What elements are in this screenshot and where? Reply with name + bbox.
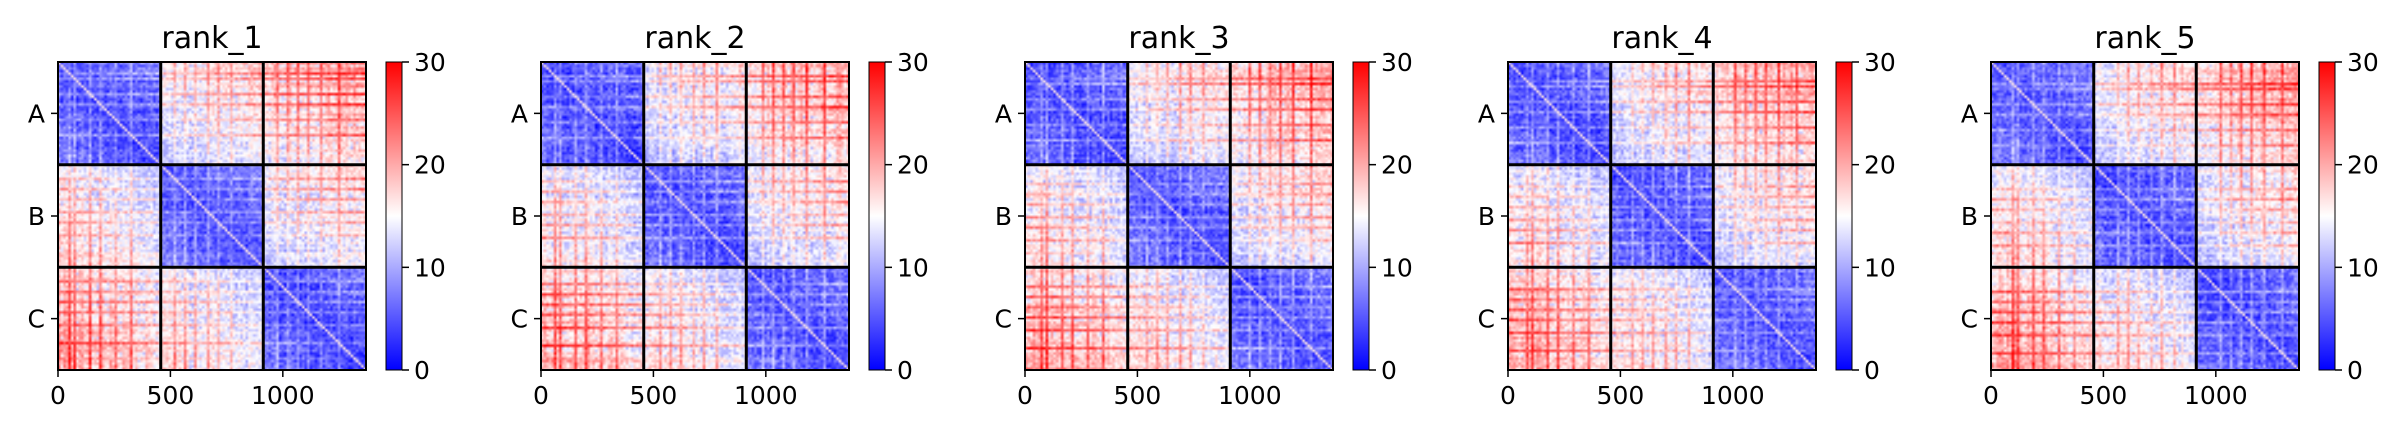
heatmap-image — [1025, 62, 1333, 370]
x-tick-label: 1000 — [1218, 381, 1282, 410]
x-tick-label: 500 — [1114, 381, 1162, 410]
y-tick-label: A — [511, 99, 528, 128]
heatmap-image — [1991, 62, 2299, 370]
colorbar-tick-label: 20 — [1381, 151, 1413, 180]
heatmap-panel-3: rank_3 0 500 1000 A B C 0 10 20 30 — [995, 21, 1413, 410]
y-tick-label: B — [28, 202, 45, 231]
x-tick-label: 0 — [1500, 381, 1516, 410]
y-tick-label: B — [511, 202, 528, 231]
panel-title: rank_5 — [2094, 21, 2195, 56]
heatmap-panel-4: rank_4 0 500 1000 A B C 0 10 20 30 — [1478, 21, 1896, 410]
x-tick-label: 0 — [1983, 381, 1999, 410]
x-tick-label: 1000 — [1701, 381, 1765, 410]
panel-title: rank_2 — [644, 21, 745, 56]
colorbar-tick-label: 30 — [1381, 48, 1413, 77]
heatmap-image — [58, 62, 366, 370]
colorbar-tick-label: 10 — [414, 253, 446, 282]
x-tick-label: 0 — [50, 381, 66, 410]
colorbar — [2318, 61, 2336, 371]
y-tick-label: C — [28, 305, 45, 334]
colorbar-tick-label: 10 — [1864, 253, 1896, 282]
colorbar — [1835, 61, 1853, 371]
y-tick-label: A — [1478, 99, 1495, 128]
colorbar-tick-label: 30 — [414, 48, 446, 77]
y-tick-label: C — [1961, 305, 1978, 334]
y-tick-label: A — [1961, 99, 1978, 128]
colorbar-tick-label: 20 — [1864, 151, 1896, 180]
colorbar-tick-label: 10 — [2347, 253, 2379, 282]
y-tick-label: B — [995, 202, 1012, 231]
x-tick-label: 0 — [1017, 381, 1033, 410]
heatmap-panel-2: rank_2 0 500 1000 A B C 0 10 20 30 — [511, 21, 929, 410]
colorbar-tick-label: 0 — [897, 356, 913, 385]
y-tick-label: B — [1961, 202, 1978, 231]
y-tick-label: C — [995, 305, 1012, 334]
x-tick-label: 1000 — [734, 381, 798, 410]
colorbar-tick-label: 30 — [2347, 48, 2379, 77]
colorbar-tick-label: 20 — [2347, 151, 2379, 180]
heatmap-image — [541, 62, 849, 370]
y-tick-label: C — [1478, 305, 1495, 334]
colorbar-tick-label: 0 — [414, 356, 430, 385]
x-tick-label: 1000 — [2184, 381, 2248, 410]
colorbar-tick-label: 0 — [1381, 356, 1397, 385]
colorbar-tick-label: 30 — [897, 48, 929, 77]
panel-title: rank_1 — [161, 21, 262, 56]
x-tick-label: 500 — [2080, 381, 2128, 410]
colorbar-tick-label: 0 — [1864, 356, 1880, 385]
heatmap-panel-1: rank_1 0 500 1000 A B C 0 10 20 30 — [28, 21, 446, 410]
heatmap-panel-5: rank_5 0 500 1000 A B C 0 10 20 30 — [1961, 21, 2379, 410]
y-tick-label: A — [28, 99, 45, 128]
colorbar-tick-label: 20 — [897, 151, 929, 180]
colorbar — [1352, 61, 1370, 371]
x-tick-label: 500 — [630, 381, 678, 410]
colorbar — [385, 61, 403, 371]
y-tick-label: B — [1478, 202, 1495, 231]
panel-title: rank_3 — [1128, 21, 1229, 56]
x-tick-label: 500 — [147, 381, 195, 410]
colorbar — [868, 61, 886, 371]
colorbar-tick-label: 20 — [414, 151, 446, 180]
panel-title: rank_4 — [1611, 21, 1712, 56]
colorbar-tick-label: 10 — [1381, 253, 1413, 282]
heatmap-image — [1508, 62, 1816, 370]
y-tick-label: C — [511, 305, 528, 334]
colorbar-tick-label: 30 — [1864, 48, 1896, 77]
x-tick-label: 0 — [533, 381, 549, 410]
y-tick-label: A — [995, 99, 1012, 128]
x-tick-label: 1000 — [251, 381, 315, 410]
colorbar-tick-label: 0 — [2347, 356, 2363, 385]
x-tick-label: 500 — [1597, 381, 1645, 410]
colorbar-tick-label: 10 — [897, 253, 929, 282]
